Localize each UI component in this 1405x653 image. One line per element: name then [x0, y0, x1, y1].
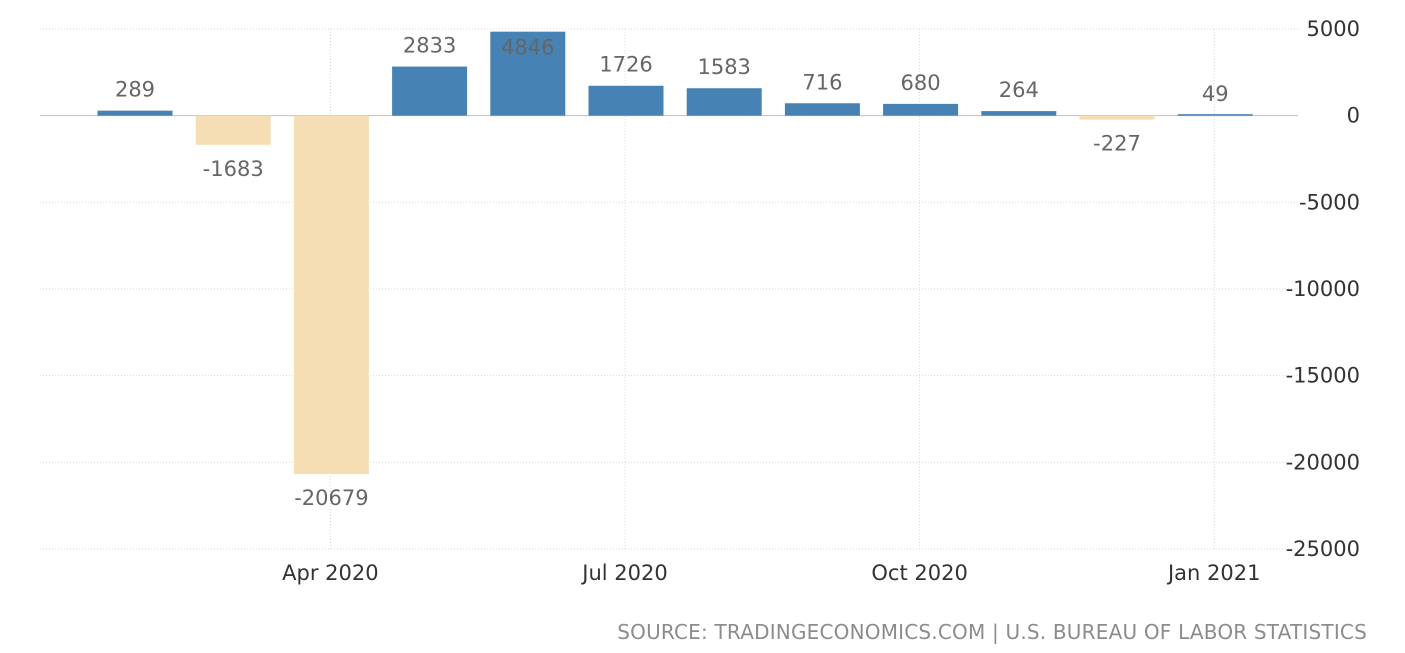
x-axis: Apr 2020 Jul 2020 Oct 2020 Jan 2021	[282, 561, 1260, 585]
data-label: -1683	[203, 157, 264, 181]
data-label: 680	[901, 71, 941, 95]
data-labels: 289 -1683 -20679 2833 4846 1726 1583 716 680 264 -…	[115, 34, 1229, 511]
bar-chart: 289 -1683 -20679 2833 4846 1726 1583 716 680 264 -…	[40, 17, 1360, 585]
bar	[490, 31, 566, 116]
y-tick-label: -20000	[1286, 450, 1360, 474]
data-label: 49	[1202, 82, 1229, 106]
x-tick-label: Oct 2020	[871, 561, 967, 585]
y-tick-label: -15000	[1286, 364, 1360, 388]
bars	[97, 31, 1253, 475]
bar	[784, 103, 860, 116]
grid	[40, 28, 1298, 550]
y-tick-label: 0	[1347, 104, 1360, 128]
x-tick-label: Apr 2020	[282, 561, 378, 585]
data-label: 4846	[501, 36, 554, 60]
data-label: 289	[115, 78, 155, 102]
y-tick-label: 5000	[1307, 17, 1360, 41]
y-axis: 5000 0 -5000 -10000 -15000 -20000 -25000	[1286, 17, 1360, 561]
data-label: 1583	[697, 55, 750, 79]
bar	[195, 115, 271, 145]
x-tick-label: Jan 2021	[1166, 561, 1261, 585]
data-label: 1726	[599, 53, 652, 77]
x-tick-label: Jul 2020	[580, 561, 667, 585]
bar	[588, 85, 664, 116]
bar	[686, 88, 762, 116]
bar	[883, 103, 959, 116]
data-label: 2833	[403, 34, 456, 58]
bar	[981, 111, 1057, 116]
bar	[293, 115, 369, 475]
bar	[392, 66, 468, 116]
source-note: SOURCE: TRADINGECONOMICS.COM | U.S. BURE…	[617, 620, 1367, 644]
bar	[1177, 114, 1253, 116]
data-label: -20679	[294, 486, 368, 510]
bar	[97, 110, 173, 116]
y-tick-label: -5000	[1299, 190, 1360, 214]
data-label: 264	[999, 78, 1039, 102]
y-tick-label: -10000	[1286, 277, 1360, 301]
y-tick-label: -25000	[1286, 537, 1360, 561]
data-label: 716	[802, 70, 842, 94]
data-label: -227	[1093, 132, 1141, 156]
bar	[1079, 115, 1155, 120]
